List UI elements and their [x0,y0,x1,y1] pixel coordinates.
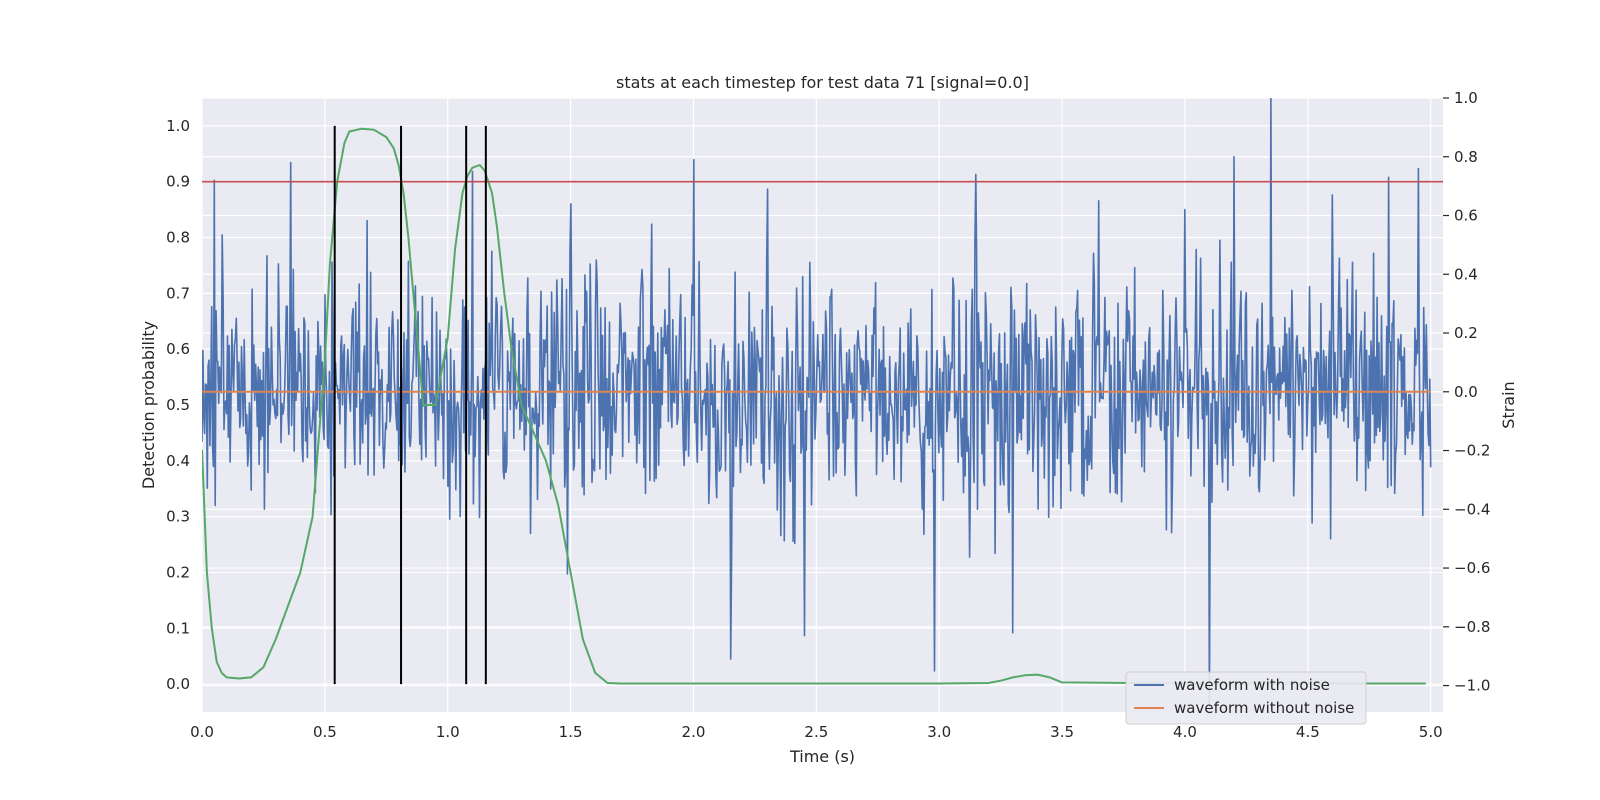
x-tick-label: 2.0 [682,723,706,741]
legend-box [1125,671,1367,725]
x-tick-label: 0.5 [313,723,337,741]
y-left-tick-label: 0.4 [166,452,190,470]
y-left-tick-label: 0.9 [166,173,190,191]
y-axis-label-right: Strain [1499,381,1518,428]
x-tick-label: 1.5 [559,723,583,741]
chart-title: stats at each timestep for test data 71 … [616,73,1029,92]
legend-label-clean: waveform without noise [1174,699,1354,717]
y-right-tick-label: 1.0 [1454,89,1478,107]
y-right-tick-label: 0.6 [1454,207,1478,225]
y-right-tick-label: 0.4 [1454,265,1478,283]
y-right-tick-label: −0.6 [1454,559,1490,577]
y-left-tick-label: 0.3 [166,508,190,526]
x-tick-label: 0.0 [190,723,214,741]
x-tick-label: 1.0 [436,723,460,741]
y-left-tick-label: 1.0 [166,117,190,135]
series-detection-probability [202,127,1426,685]
x-tick-label: 2.5 [804,723,828,741]
x-tick-label: 3.5 [1050,723,1074,741]
marker-layer [202,125,1443,685]
y-left-tick-label: 0.8 [166,229,190,247]
series-layer [202,98,1432,710]
y-left-tick-label: 0.7 [166,284,190,302]
y-right-tick-label: 0.8 [1454,148,1478,166]
x-tick-label: 5.0 [1419,723,1443,741]
x-tick-label: 4.0 [1173,723,1197,741]
y-axis-label-left: Detection probability [139,321,158,489]
legend: waveform with noise waveform without noi… [1125,671,1367,725]
x-tick-label: 4.5 [1296,723,1320,741]
y-right-tick-label: 0.0 [1454,383,1478,401]
y-left-tick-label: 0.6 [166,340,190,358]
x-tick-label: 3.0 [927,723,951,741]
x-axis-label: Time (s) [789,747,855,766]
y-right-tick-label: −0.8 [1454,618,1490,636]
y-left-tick-label: 0.5 [166,396,190,414]
y-right-tick-label: 0.2 [1454,324,1478,342]
legend-label-noise: waveform with noise [1174,676,1330,694]
y-left-tick-label: 0.1 [166,619,190,637]
y-right-tick-label: −1.0 [1454,677,1490,695]
y-left-tick-label: 0.2 [166,563,190,581]
y-right-tick-label: −0.2 [1454,442,1490,460]
y-left-tick-label: 0.0 [166,675,190,693]
tick-layer: 0.0 0.5 1.0 1.5 2.0 2.5 3.0 3.5 4.0 4.5 5.0 0.0 0.1 0… [166,89,1490,741]
y-right-tick-label: −0.4 [1454,500,1490,518]
